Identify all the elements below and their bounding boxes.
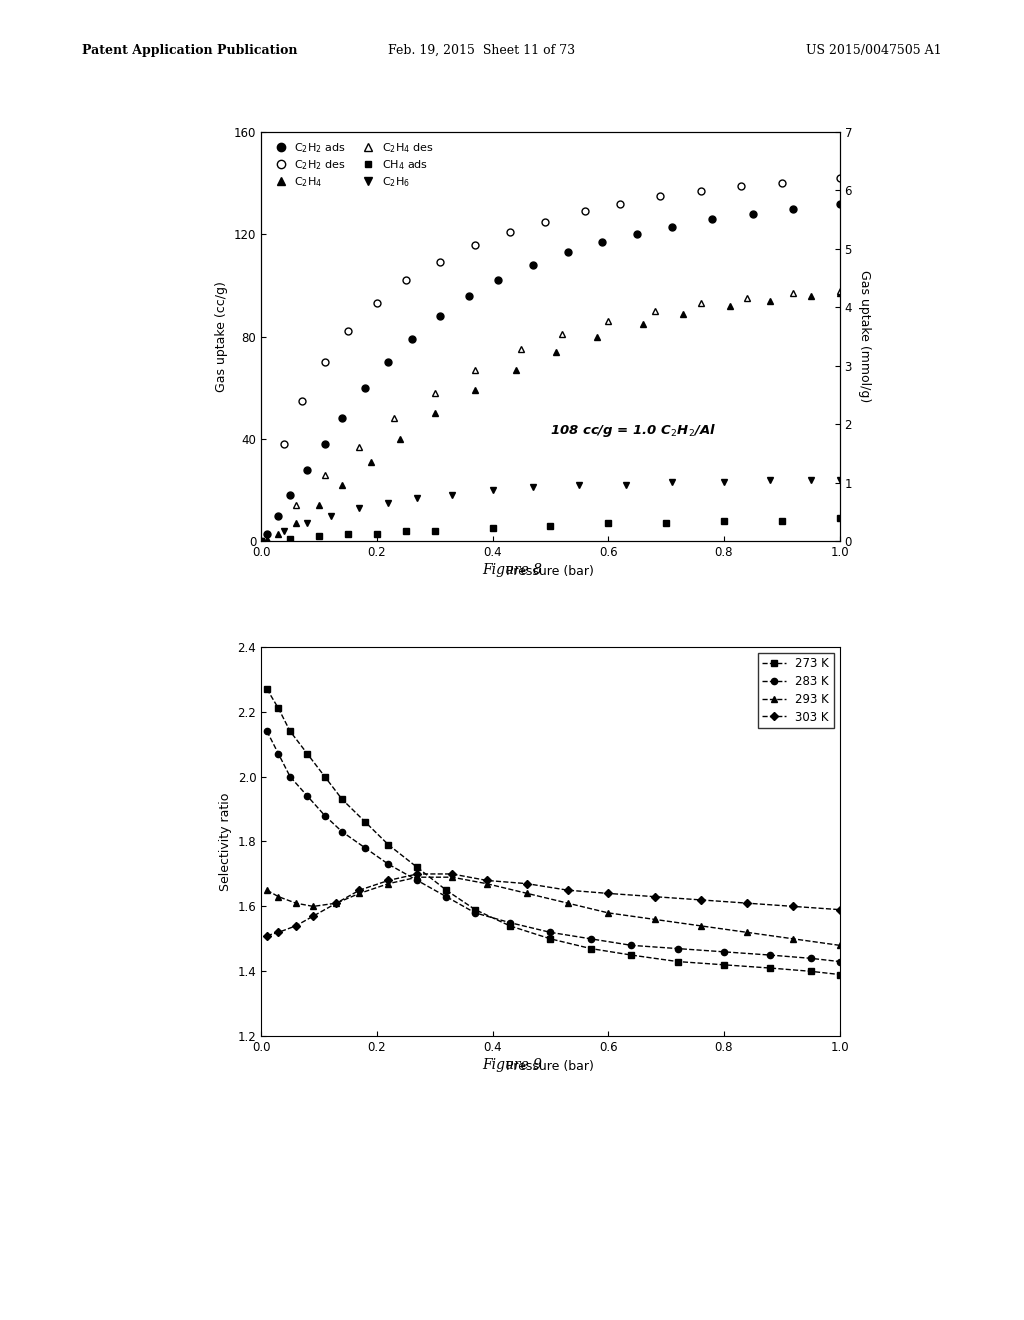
Line: 293 K: 293 K — [264, 874, 843, 949]
283 K — [545, 924, 557, 940]
273 K — [626, 948, 638, 964]
293 K — [445, 870, 458, 886]
Y-axis label: Gas uptake (cc/g): Gas uptake (cc/g) — [215, 281, 228, 392]
273 K — [805, 964, 817, 979]
303 K — [741, 895, 754, 911]
293 K — [307, 899, 319, 915]
293 K — [330, 895, 342, 911]
303 K — [787, 899, 800, 915]
Text: Feb. 19, 2015  Sheet 11 of 73: Feb. 19, 2015 Sheet 11 of 73 — [388, 44, 574, 57]
283 K — [805, 950, 817, 966]
293 K — [741, 924, 754, 940]
X-axis label: Pressure (bar): Pressure (bar) — [507, 565, 594, 578]
273 K — [359, 814, 372, 830]
273 K — [301, 746, 313, 762]
303 K — [521, 875, 534, 891]
283 K — [504, 915, 516, 931]
293 K — [521, 886, 534, 902]
293 K — [412, 870, 424, 886]
293 K — [787, 931, 800, 946]
283 K — [336, 824, 348, 840]
283 K — [585, 931, 597, 946]
273 K — [261, 681, 273, 697]
Text: Figure 8: Figure 8 — [482, 564, 542, 577]
Y-axis label: Gas uptake (mmol/g): Gas uptake (mmol/g) — [858, 271, 871, 403]
273 K — [545, 931, 557, 946]
303 K — [834, 902, 846, 917]
273 K — [336, 792, 348, 808]
X-axis label: Pressure (bar): Pressure (bar) — [507, 1060, 594, 1073]
303 K — [330, 895, 342, 911]
Line: 283 K: 283 K — [264, 729, 843, 965]
303 K — [307, 908, 319, 924]
273 K — [382, 837, 394, 853]
Line: 273 K: 273 K — [264, 686, 843, 978]
283 K — [301, 788, 313, 804]
283 K — [261, 723, 273, 739]
293 K — [353, 886, 366, 902]
283 K — [382, 857, 394, 873]
303 K — [290, 917, 302, 933]
303 K — [445, 866, 458, 882]
283 K — [318, 808, 331, 824]
293 K — [261, 882, 273, 898]
Text: Patent Application Publication: Patent Application Publication — [82, 44, 297, 57]
293 K — [480, 875, 493, 891]
283 K — [412, 873, 424, 888]
303 K — [480, 873, 493, 888]
293 K — [834, 937, 846, 953]
Legend: C$_2$H$_2$ ads, C$_2$H$_2$ des, C$_2$H$_4$, C$_2$H$_4$ des, CH$_4$ ads, C$_2$H$_: C$_2$H$_2$ ads, C$_2$H$_2$ des, C$_2$H$_… — [266, 137, 436, 193]
293 K — [272, 888, 285, 904]
303 K — [648, 888, 660, 904]
273 K — [718, 957, 730, 973]
283 K — [272, 746, 285, 762]
293 K — [561, 895, 573, 911]
273 K — [585, 941, 597, 957]
293 K — [694, 917, 707, 933]
293 K — [648, 911, 660, 927]
283 K — [834, 953, 846, 969]
Text: 108 cc/g = 1.0 C$_2$H$_2$/Al: 108 cc/g = 1.0 C$_2$H$_2$/Al — [551, 422, 717, 438]
303 K — [272, 924, 285, 940]
283 K — [672, 941, 684, 957]
Line: 303 K: 303 K — [264, 871, 843, 939]
283 K — [469, 906, 481, 921]
303 K — [561, 882, 573, 898]
283 K — [440, 888, 453, 904]
283 K — [764, 948, 776, 964]
Text: Figure 9: Figure 9 — [482, 1059, 542, 1072]
283 K — [359, 840, 372, 855]
273 K — [469, 902, 481, 917]
293 K — [382, 875, 394, 891]
303 K — [412, 866, 424, 882]
Y-axis label: Selectivity ratio: Selectivity ratio — [219, 792, 232, 891]
273 K — [672, 953, 684, 969]
303 K — [261, 928, 273, 944]
273 K — [318, 768, 331, 784]
273 K — [504, 917, 516, 933]
283 K — [626, 937, 638, 953]
303 K — [602, 886, 614, 902]
273 K — [272, 701, 285, 717]
273 K — [284, 723, 296, 739]
283 K — [718, 944, 730, 960]
273 K — [834, 966, 846, 982]
273 K — [764, 960, 776, 975]
283 K — [284, 768, 296, 784]
293 K — [290, 895, 302, 911]
Legend: 273 K, 283 K, 293 K, 303 K: 273 K, 283 K, 293 K, 303 K — [758, 652, 834, 729]
293 K — [602, 906, 614, 921]
303 K — [694, 892, 707, 908]
303 K — [353, 882, 366, 898]
273 K — [412, 859, 424, 875]
Text: US 2015/0047505 A1: US 2015/0047505 A1 — [807, 44, 942, 57]
303 K — [382, 873, 394, 888]
273 K — [440, 882, 453, 898]
